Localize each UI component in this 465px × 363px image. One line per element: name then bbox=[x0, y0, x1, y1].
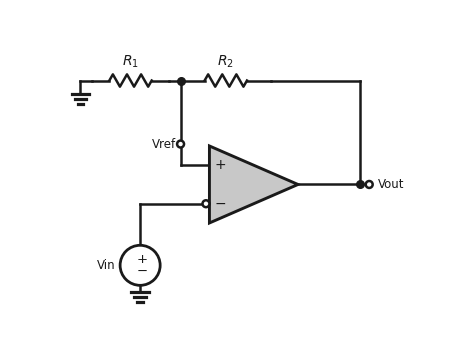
Text: $R_1$: $R_1$ bbox=[122, 53, 139, 70]
Circle shape bbox=[120, 245, 160, 285]
Text: Vin: Vin bbox=[97, 259, 115, 272]
Text: $R_2$: $R_2$ bbox=[217, 53, 234, 70]
Circle shape bbox=[177, 140, 184, 147]
Text: −: − bbox=[137, 265, 148, 278]
Text: +: + bbox=[137, 253, 148, 266]
Circle shape bbox=[202, 200, 209, 207]
Polygon shape bbox=[209, 146, 298, 223]
Text: Vout: Vout bbox=[378, 178, 404, 191]
Text: +: + bbox=[214, 158, 226, 172]
Text: Vref: Vref bbox=[152, 138, 176, 151]
Circle shape bbox=[366, 181, 372, 188]
Text: −: − bbox=[214, 197, 226, 211]
